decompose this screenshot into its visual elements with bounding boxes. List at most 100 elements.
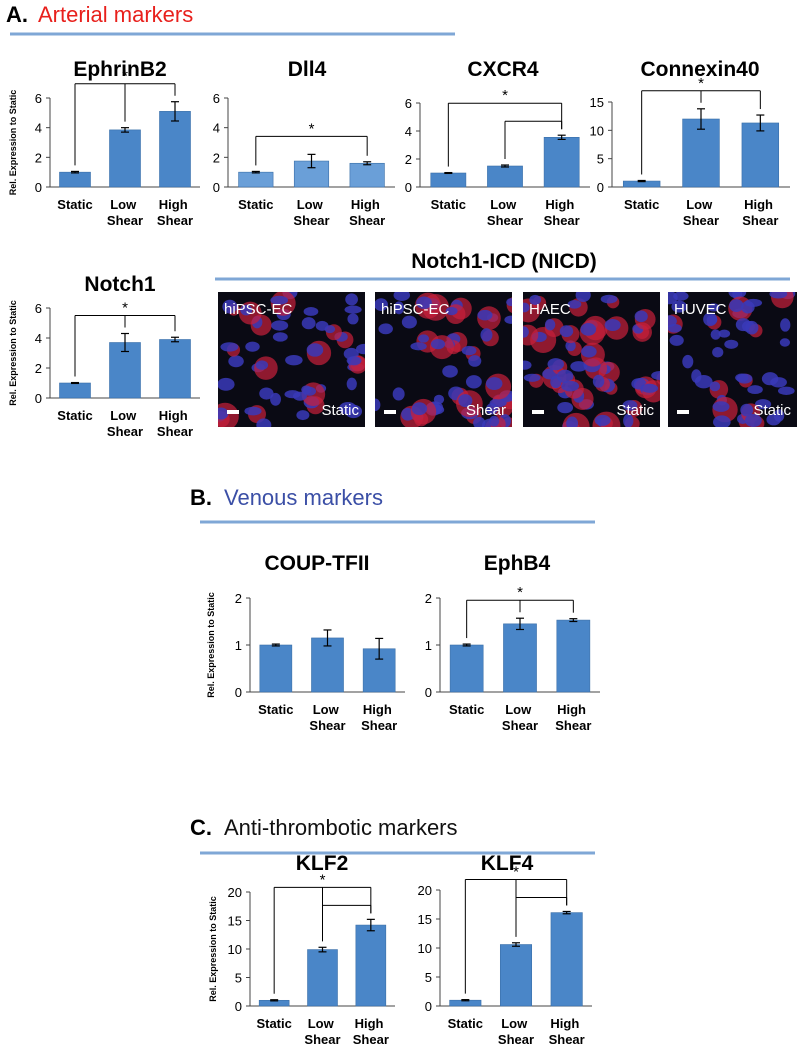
section-letter: C. (190, 815, 212, 840)
nucleus (345, 293, 358, 306)
nucleus (220, 342, 239, 352)
bar (59, 171, 91, 188)
bar (543, 137, 580, 188)
cells (668, 292, 796, 427)
bar (550, 912, 583, 1007)
nucleus (244, 406, 262, 416)
chart-title: EphrinB2 (73, 58, 166, 81)
nucleus (416, 296, 432, 309)
nucleus (489, 415, 500, 427)
nucleus (544, 318, 556, 331)
nucleus (473, 416, 486, 427)
nucleus (634, 310, 648, 323)
micrograph-condition: Static (616, 402, 654, 419)
nucleus (324, 325, 336, 334)
scale-bar (384, 410, 396, 414)
nucleus (285, 354, 303, 366)
nucleus (740, 403, 754, 417)
nucleus (741, 301, 755, 314)
y-tick-label: 1 (425, 638, 432, 653)
cells (523, 292, 660, 427)
x-tick-label: High Shear (742, 197, 778, 228)
cells (375, 292, 512, 427)
bar (430, 172, 467, 188)
x-tick-label: Low Shear (498, 1016, 534, 1047)
nucleus (556, 369, 574, 384)
chart-title: CXCR4 (467, 58, 539, 81)
nucleus (604, 318, 621, 332)
y-tick-label: 5 (235, 971, 242, 986)
nucleus (706, 314, 718, 325)
y-tick-label: 0 (235, 685, 242, 700)
nucleus (623, 413, 634, 427)
y-tick-label: 15 (590, 95, 604, 110)
chart-title: COUP-TFII (265, 552, 370, 575)
y-tick-label: 5 (425, 970, 432, 985)
nucleus (284, 390, 301, 399)
micrograph: HUVEC Static (668, 292, 797, 427)
x-tick-label: Low Shear (683, 197, 719, 228)
nucleus (465, 375, 482, 389)
x-tick-label: Low Shear (502, 702, 538, 733)
y-tick-label: 2 (405, 152, 412, 167)
x-tick-label: Static (431, 197, 466, 212)
nucleus (777, 386, 795, 396)
nucleus (433, 394, 445, 405)
nucleus (272, 332, 288, 342)
chart-title: KLF4 (481, 852, 534, 875)
nucleus (754, 399, 772, 410)
bar (238, 171, 274, 188)
nucleus (669, 334, 684, 346)
nucleus (566, 416, 579, 427)
nucleus (557, 401, 574, 414)
y-tick-label: 6 (405, 96, 412, 111)
bar (503, 623, 537, 693)
nucleus (477, 309, 493, 321)
x-tick-label: High Shear (544, 197, 580, 228)
nucleus (779, 338, 791, 347)
nucleus (581, 345, 597, 358)
nucleus (375, 398, 381, 412)
y-tick-label: 6 (35, 91, 42, 106)
nucleus (523, 302, 530, 313)
nucleus (346, 377, 357, 391)
scale-bar (532, 410, 544, 414)
nucleus (744, 413, 762, 427)
nucleus (691, 369, 702, 383)
nucleus (668, 323, 682, 333)
y-tick-label: 2 (425, 591, 432, 606)
bar (349, 162, 385, 188)
nucleus (671, 300, 687, 313)
y-tick-label: 20 (228, 885, 242, 900)
nucleus (218, 377, 235, 391)
bar (311, 637, 344, 693)
nucleus (729, 299, 744, 313)
nucleus (736, 373, 753, 384)
nucleus (296, 410, 310, 421)
nucleus (712, 401, 730, 412)
y-tick-label: 2 (235, 591, 242, 606)
y-tick-label: 15 (418, 912, 432, 927)
nucleus (461, 345, 477, 356)
nucleus (468, 355, 482, 367)
nucleus (567, 300, 582, 309)
nucleus (410, 342, 427, 351)
bar (499, 944, 533, 1007)
bar (556, 619, 591, 693)
significance-label: * (698, 75, 704, 92)
significance-label: * (309, 120, 315, 137)
nucleus (523, 326, 529, 338)
significance-label: * (513, 863, 519, 880)
micrograph-label: hiPSC-EC (224, 301, 293, 318)
micrograph: hiPSC-EC Static (218, 292, 365, 427)
section-heading: Arterial markers (38, 2, 193, 27)
y-tick-label: 0 (235, 999, 242, 1014)
nucleus (301, 317, 316, 330)
x-tick-label: Static (258, 702, 293, 717)
y-tick-label: 0 (35, 180, 42, 195)
nucleus (580, 322, 597, 336)
x-tick-label: Static (448, 1016, 483, 1031)
x-tick-label: Low Shear (107, 408, 143, 439)
section-heading: Anti-thrombotic markers (224, 815, 458, 840)
chart-title: KLF2 (296, 852, 349, 875)
